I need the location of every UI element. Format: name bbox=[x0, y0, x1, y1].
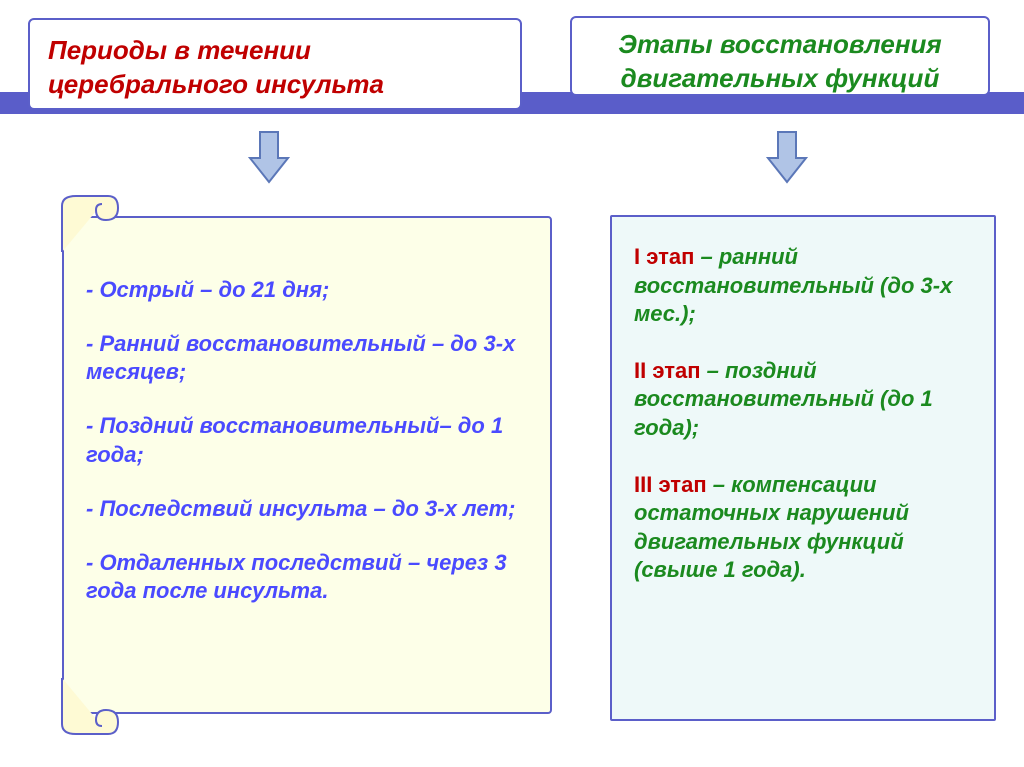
stage-num: II этап bbox=[634, 358, 701, 383]
arrow-left-icon bbox=[248, 130, 290, 184]
periods-list: - Острый – до 21 дня; - Ранний восстанов… bbox=[86, 276, 528, 605]
scroll-curl-top-icon bbox=[42, 194, 120, 256]
title-left-text: Периоды в течении церебрального инсульта bbox=[48, 34, 502, 102]
list-item: - Ранний восстановительный – до 3-х меся… bbox=[86, 330, 528, 386]
stage-block: III этап – компенсации остаточных наруше… bbox=[634, 471, 974, 585]
list-item: - Поздний восстановительный– до 1 года; bbox=[86, 412, 528, 468]
stage-block: I этап – ранний восстановительный (до 3-… bbox=[634, 243, 974, 329]
scroll-curl-bottom-icon bbox=[42, 674, 120, 736]
title-left-box: Периоды в течении церебрального инсульта bbox=[28, 18, 522, 110]
stage-block: II этап – поздний восстановительный (до … bbox=[634, 357, 974, 443]
title-right-text: Этапы восстановления двигательных функци… bbox=[590, 28, 970, 96]
arrow-right-icon bbox=[766, 130, 808, 184]
list-item: - Последствий инсульта – до 3-х лет; bbox=[86, 495, 528, 523]
list-item: - Отдаленных последствий – через 3 года … bbox=[86, 549, 528, 605]
title-right-box: Этапы восстановления двигательных функци… bbox=[570, 16, 990, 96]
stage-num: I этап bbox=[634, 244, 694, 269]
stages-panel: I этап – ранний восстановительный (до 3-… bbox=[610, 215, 996, 721]
stage-num: III этап bbox=[634, 472, 707, 497]
list-item: - Острый – до 21 дня; bbox=[86, 276, 528, 304]
scroll-body: - Острый – до 21 дня; - Ранний восстанов… bbox=[62, 216, 552, 714]
periods-scroll-panel: - Острый – до 21 дня; - Ранний восстанов… bbox=[42, 194, 572, 736]
